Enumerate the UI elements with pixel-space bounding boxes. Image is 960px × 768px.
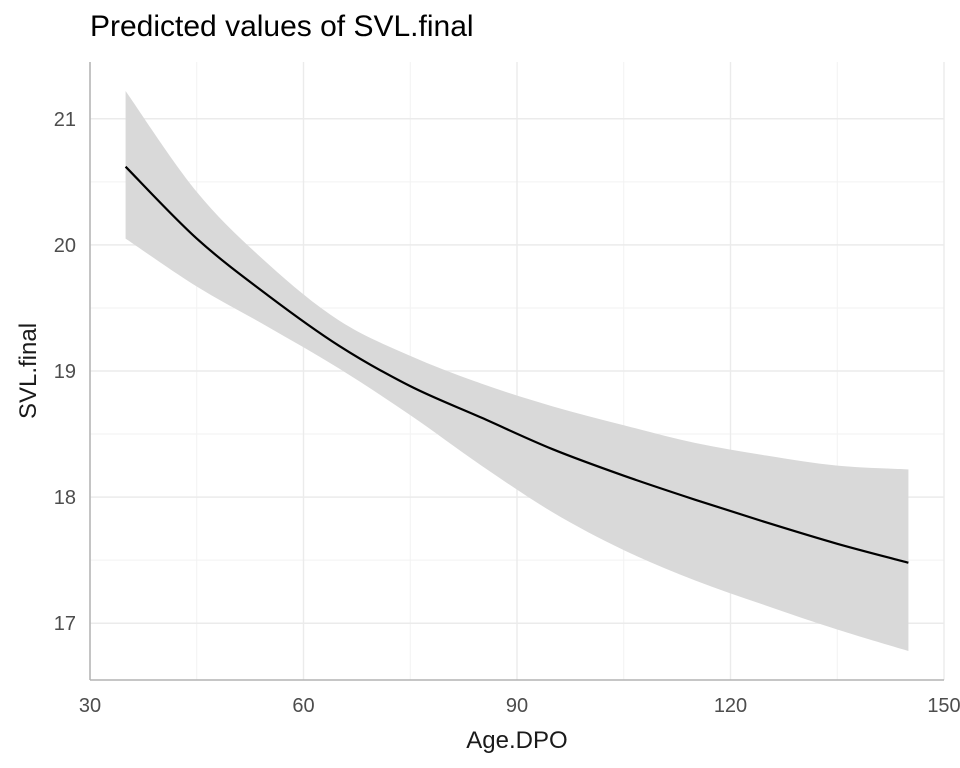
x-tick-label: 120	[714, 695, 747, 717]
y-tick-labels: 17 18 19 20 21	[54, 109, 76, 635]
y-tick-label: 19	[54, 361, 76, 383]
y-tick-label: 20	[54, 235, 76, 257]
y-tick-label: 18	[54, 487, 76, 509]
y-axis-title: SVL.final	[15, 323, 42, 419]
chart-title: Predicted values of SVL.final	[90, 10, 474, 43]
y-tick-label: 17	[54, 613, 76, 635]
x-tick-label: 60	[292, 695, 314, 717]
confidence-band	[125, 91, 909, 651]
x-tick-label: 30	[79, 695, 101, 717]
prediction-line	[124, 165, 909, 564]
x-tick-label: 150	[927, 695, 960, 717]
x-axis-title: Age.DPO	[466, 727, 567, 754]
y-tick-label: 21	[54, 109, 76, 131]
x-tick-label: 90	[506, 695, 528, 717]
x-tick-labels: 30 60 90 120 150	[79, 695, 960, 717]
